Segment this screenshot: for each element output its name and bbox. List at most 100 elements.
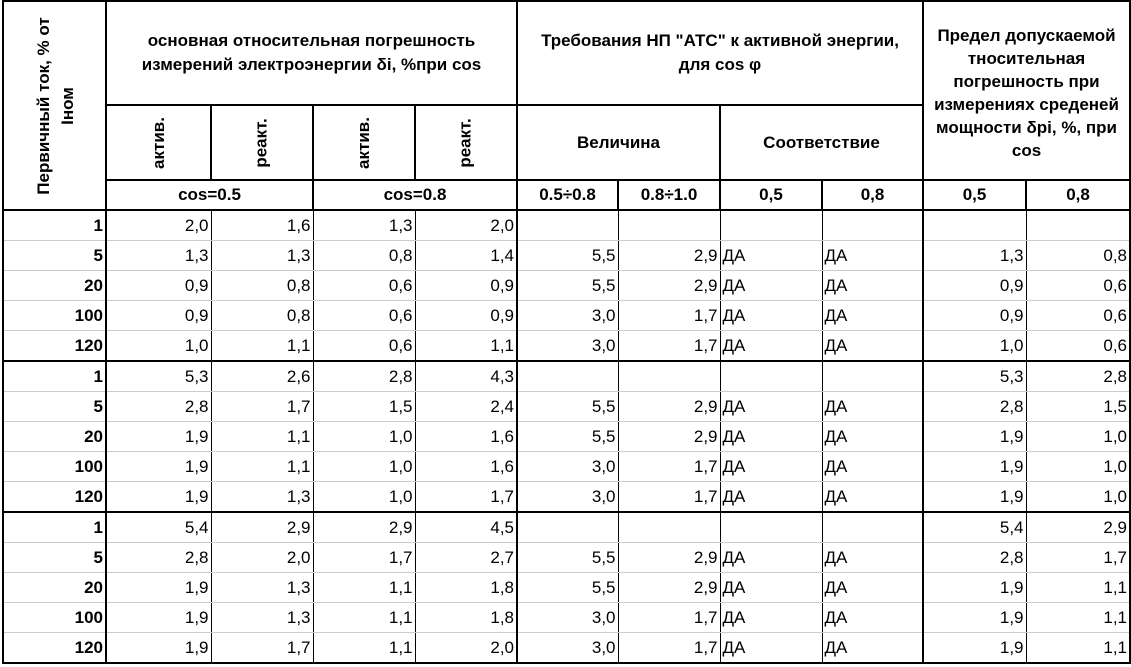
value-cell[interactable]: 3,0 (516, 330, 619, 362)
value-cell[interactable]: ДА (719, 240, 823, 271)
value-cell[interactable] (617, 209, 721, 241)
value-cell[interactable]: 1,9 (105, 451, 212, 482)
value-cell[interactable]: 1,1 (1025, 632, 1131, 664)
value-cell[interactable]: 5,4 (922, 511, 1027, 543)
value-cell[interactable]: 1,1 (312, 632, 416, 664)
value-cell[interactable]: 0,9 (922, 300, 1027, 331)
value-cell[interactable]: 1,7 (617, 632, 721, 664)
value-cell[interactable]: 0,9 (922, 270, 1027, 301)
value-cell[interactable]: 1,7 (617, 330, 721, 362)
value-cell[interactable]: ДА (821, 451, 925, 482)
value-cell[interactable]: 2,4 (414, 391, 518, 422)
value-cell[interactable]: 3,0 (516, 481, 619, 513)
value-cell[interactable]: ДА (719, 421, 823, 452)
value-cell[interactable] (516, 209, 619, 241)
value-cell[interactable]: 4,5 (414, 511, 518, 543)
value-cell[interactable]: 0,6 (312, 300, 416, 331)
value-cell[interactable]: 2,6 (210, 360, 314, 392)
value-cell[interactable]: 1,7 (617, 481, 721, 513)
value-cell[interactable]: 1,1 (414, 330, 518, 362)
value-cell[interactable]: 1,3 (210, 481, 314, 513)
value-cell[interactable]: 3,0 (516, 632, 619, 664)
value-cell[interactable]: 1,0 (1025, 451, 1131, 482)
value-cell[interactable]: 1,8 (414, 602, 518, 633)
value-cell[interactable]: ДА (719, 602, 823, 633)
value-cell[interactable]: 1,1 (312, 602, 416, 633)
value-cell[interactable]: 2,9 (617, 391, 721, 422)
value-cell[interactable]: 2,8 (922, 542, 1027, 573)
current-cell[interactable]: 20 (2, 421, 107, 452)
value-cell[interactable]: 5,3 (105, 360, 212, 392)
value-cell[interactable]: 1,1 (312, 572, 416, 603)
value-cell[interactable]: 0,8 (312, 240, 416, 271)
value-cell[interactable]: 2,0 (105, 209, 212, 241)
value-cell[interactable]: 1,3 (312, 209, 416, 241)
current-cell[interactable]: 120 (2, 632, 107, 664)
value-cell[interactable]: 1,7 (1025, 542, 1131, 573)
value-cell[interactable]: 0,6 (312, 270, 416, 301)
value-cell[interactable] (821, 511, 925, 543)
value-cell[interactable]: 2,9 (312, 511, 416, 543)
value-cell[interactable]: 0,8 (1025, 240, 1131, 271)
current-cell[interactable]: 120 (2, 330, 107, 362)
value-cell[interactable] (719, 209, 823, 241)
value-cell[interactable]: 2,8 (312, 360, 416, 392)
value-cell[interactable]: 2,0 (414, 209, 518, 241)
value-cell[interactable]: 2,0 (414, 632, 518, 664)
value-cell[interactable]: 1,3 (210, 240, 314, 271)
value-cell[interactable]: 5,5 (516, 421, 619, 452)
value-cell[interactable]: 1,3 (210, 602, 314, 633)
value-cell[interactable]: 0,9 (414, 300, 518, 331)
value-cell[interactable]: 1,6 (414, 421, 518, 452)
value-cell[interactable]: ДА (719, 481, 823, 513)
value-cell[interactable]: ДА (821, 240, 925, 271)
value-cell[interactable]: 5,5 (516, 572, 619, 603)
value-cell[interactable]: 1,0 (105, 330, 212, 362)
value-cell[interactable] (922, 209, 1027, 241)
value-cell[interactable]: 1,7 (617, 602, 721, 633)
value-cell[interactable]: 2,8 (105, 391, 212, 422)
value-cell[interactable]: 4,3 (414, 360, 518, 392)
value-cell[interactable]: 1,7 (210, 391, 314, 422)
value-cell[interactable]: 5,3 (922, 360, 1027, 392)
value-cell[interactable] (617, 511, 721, 543)
value-cell[interactable]: 0,6 (1025, 300, 1131, 331)
value-cell[interactable]: 0,8 (210, 300, 314, 331)
value-cell[interactable]: 1,7 (414, 481, 518, 513)
value-cell[interactable]: 1,9 (922, 572, 1027, 603)
value-cell[interactable]: 1,0 (922, 330, 1027, 362)
value-cell[interactable]: ДА (821, 421, 925, 452)
value-cell[interactable]: ДА (821, 330, 925, 362)
current-cell[interactable]: 120 (2, 481, 107, 513)
current-cell[interactable]: 100 (2, 602, 107, 633)
value-cell[interactable]: ДА (719, 632, 823, 664)
current-cell[interactable]: 100 (2, 300, 107, 331)
value-cell[interactable]: 0,6 (1025, 270, 1131, 301)
value-cell[interactable]: 1,1 (1025, 572, 1131, 603)
value-cell[interactable] (821, 360, 925, 392)
value-cell[interactable]: 1,9 (922, 602, 1027, 633)
value-cell[interactable]: 2,9 (617, 270, 721, 301)
current-cell[interactable]: 5 (2, 391, 107, 422)
current-cell[interactable]: 1 (2, 209, 107, 241)
value-cell[interactable]: ДА (821, 632, 925, 664)
value-cell[interactable]: 2,9 (617, 572, 721, 603)
value-cell[interactable]: 1,1 (210, 330, 314, 362)
value-cell[interactable]: 2,8 (922, 391, 1027, 422)
value-cell[interactable]: 2,9 (617, 421, 721, 452)
value-cell[interactable]: ДА (821, 270, 925, 301)
value-cell[interactable] (719, 511, 823, 543)
value-cell[interactable]: ДА (821, 300, 925, 331)
value-cell[interactable]: ДА (719, 270, 823, 301)
value-cell[interactable] (719, 360, 823, 392)
value-cell[interactable] (516, 360, 619, 392)
value-cell[interactable] (617, 360, 721, 392)
value-cell[interactable]: ДА (821, 602, 925, 633)
value-cell[interactable]: 1,3 (105, 240, 212, 271)
value-cell[interactable]: 1,9 (105, 421, 212, 452)
value-cell[interactable]: 0,8 (210, 270, 314, 301)
value-cell[interactable]: ДА (821, 481, 925, 513)
value-cell[interactable]: ДА (821, 391, 925, 422)
value-cell[interactable]: 1,9 (922, 632, 1027, 664)
value-cell[interactable]: ДА (719, 330, 823, 362)
